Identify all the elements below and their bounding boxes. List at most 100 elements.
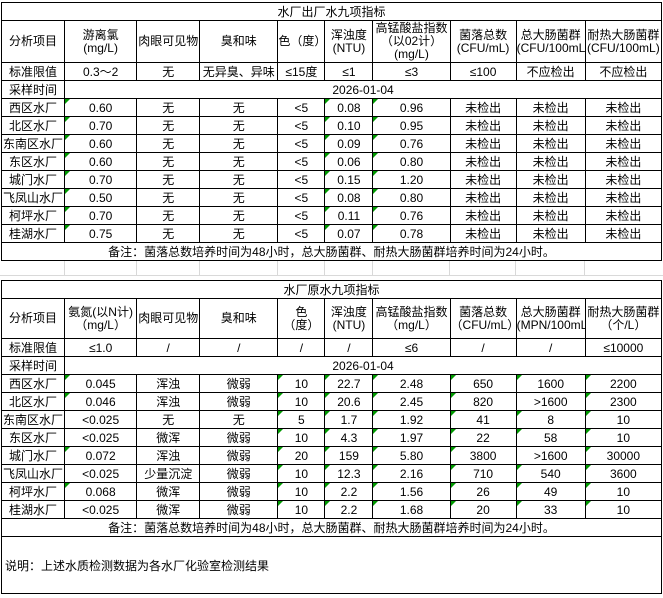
value-cell: 0.11 bbox=[324, 206, 374, 225]
number-as-text-flag-icon bbox=[325, 225, 331, 230]
plant-name-cell: 西区水厂 bbox=[0, 98, 66, 117]
value-cell: 0.75 bbox=[64, 224, 138, 243]
table-row: 西区水厂 0.60 无无 <5 0.08 0.96 未检出 未检出 未检出 bbox=[0, 98, 663, 117]
number-as-text-flag-icon bbox=[451, 447, 456, 452]
value-cell: 0.60 bbox=[64, 152, 138, 171]
value-cell: 0.045 bbox=[64, 374, 138, 393]
value-cell: 12.3 bbox=[324, 464, 374, 483]
value-cell: 820 bbox=[449, 392, 517, 411]
table-title: 水厂原水九项指标 bbox=[1, 280, 662, 299]
value-cell: 1.97 bbox=[372, 428, 451, 447]
analysis-item-header: 分析项目 bbox=[0, 20, 66, 63]
value-cell: 无 bbox=[136, 188, 201, 207]
value-cell: 微弱 bbox=[199, 464, 279, 483]
value-cell: 微弱 bbox=[199, 428, 279, 447]
gridline bbox=[199, 261, 200, 275]
value-cell: 0.95 bbox=[372, 116, 451, 135]
column-header: 肉眼可见物 bbox=[136, 20, 201, 63]
value-cell: 650 bbox=[449, 374, 517, 393]
plant-name-cell: 北区水厂 bbox=[0, 116, 66, 135]
number-as-text-flag-icon bbox=[65, 99, 71, 104]
number-as-text-flag-icon bbox=[517, 411, 522, 416]
value-cell: <0.025 bbox=[64, 410, 138, 429]
value-cell: 未检出 bbox=[449, 170, 517, 189]
value-cell: 1.7 bbox=[324, 410, 374, 429]
value-cell: 浑浊 bbox=[136, 374, 201, 393]
number-as-text-flag-icon bbox=[517, 375, 522, 380]
table-row: 东南区水厂 <0.025 无无 5 1.7 1.92 41 8 10 bbox=[0, 410, 663, 429]
value-cell: 0.10 bbox=[324, 116, 374, 135]
number-as-text-flag-icon bbox=[65, 375, 71, 380]
value-cell: 0.70 bbox=[64, 170, 138, 189]
table-row: 东南区水厂 0.60 无无 <5 0.09 0.76 未检出 未检出 未检出 bbox=[0, 134, 663, 153]
number-as-text-flag-icon bbox=[586, 465, 591, 470]
value-cell: 未检出 bbox=[449, 134, 517, 153]
number-as-text-flag-icon bbox=[278, 429, 284, 434]
plant-name-cell: 西区水厂 bbox=[0, 374, 66, 393]
value-cell: 无 bbox=[199, 224, 279, 243]
value-cell: 0.15 bbox=[324, 170, 374, 189]
number-as-text-flag-icon bbox=[373, 411, 379, 416]
number-as-text-flag-icon bbox=[278, 375, 284, 380]
value-cell: 微弱 bbox=[199, 392, 279, 411]
number-as-text-flag-icon bbox=[65, 207, 71, 212]
value-cell: 0.70 bbox=[64, 206, 138, 225]
number-as-text-flag-icon bbox=[373, 171, 379, 176]
value-cell: <5 bbox=[277, 188, 326, 207]
value-cell: 540 bbox=[515, 464, 586, 483]
plant-name-cell: 飞凤山水厂 bbox=[0, 464, 66, 483]
table-row: 西区水厂 0.045 浑浊 微弱 10 22.7 2.48 650 1600 2200 bbox=[0, 374, 663, 393]
value-cell: 无 bbox=[199, 98, 279, 117]
number-as-text-flag-icon bbox=[278, 501, 284, 506]
number-as-text-flag-icon bbox=[325, 375, 331, 380]
value-cell: 无 bbox=[136, 98, 201, 117]
limit-cell: / bbox=[277, 338, 326, 357]
number-as-text-flag-icon bbox=[65, 153, 71, 158]
gridline bbox=[515, 261, 516, 275]
value-cell: 未检出 bbox=[449, 116, 517, 135]
value-cell: <5 bbox=[277, 116, 326, 135]
value-cell: 未检出 bbox=[515, 98, 586, 117]
column-header: 菌落总数 （CFU/mL） bbox=[449, 298, 517, 339]
number-as-text-flag-icon bbox=[586, 429, 591, 434]
value-cell: 微弱 bbox=[199, 482, 279, 501]
value-cell: 微弱 bbox=[199, 446, 279, 465]
value-cell: 无 bbox=[199, 188, 279, 207]
number-as-text-flag-icon bbox=[586, 447, 591, 452]
gridline bbox=[64, 261, 65, 275]
limit-cell: ≤15度 bbox=[277, 62, 326, 81]
value-cell: 未检出 bbox=[449, 224, 517, 243]
number-as-text-flag-icon bbox=[65, 171, 71, 176]
value-cell: 26 bbox=[449, 482, 517, 501]
value-cell: 0.046 bbox=[64, 392, 138, 411]
value-cell: 未检出 bbox=[584, 134, 663, 153]
number-as-text-flag-icon bbox=[373, 135, 379, 140]
value-cell: 无 bbox=[199, 134, 279, 153]
column-header: 色（度） bbox=[277, 20, 326, 63]
number-as-text-flag-icon bbox=[373, 117, 379, 122]
number-as-text-flag-icon bbox=[65, 225, 71, 230]
remarks-text: 说明：上述水质检测数据为各水厂化验室检测结果 bbox=[5, 559, 270, 573]
number-as-text-flag-icon bbox=[373, 393, 379, 398]
number-as-text-flag-icon bbox=[278, 393, 284, 398]
plant-name-cell: 飞凤山水厂 bbox=[0, 188, 66, 207]
number-as-text-flag-icon bbox=[325, 429, 331, 434]
analysis-item-header: 分析项目 bbox=[0, 298, 66, 339]
value-cell: 无 bbox=[136, 152, 201, 171]
value-cell: 无 bbox=[136, 134, 201, 153]
value-cell: 无 bbox=[136, 170, 201, 189]
limit-cell: ≤10000 bbox=[584, 338, 663, 357]
column-header: 高锰酸盐指数 （以02计） (mg/L) bbox=[372, 20, 451, 63]
number-as-text-flag-icon bbox=[373, 207, 379, 212]
value-cell: 0.06 bbox=[324, 152, 374, 171]
value-cell: 5.80 bbox=[372, 446, 451, 465]
number-as-text-flag-icon bbox=[586, 483, 591, 488]
table-row: 东区水厂 0.60 无无 <5 0.06 0.80 未检出 未检出 未检出 bbox=[0, 152, 663, 171]
value-cell: 10 bbox=[584, 410, 663, 429]
limit-cell: ≤3 bbox=[372, 62, 451, 81]
value-cell: 0.068 bbox=[64, 482, 138, 501]
column-header: 菌落总数 (CFU/mL) bbox=[449, 20, 517, 63]
number-as-text-flag-icon bbox=[373, 189, 379, 194]
number-as-text-flag-icon bbox=[373, 483, 379, 488]
limit-row-label: 标准限值 bbox=[0, 338, 66, 357]
